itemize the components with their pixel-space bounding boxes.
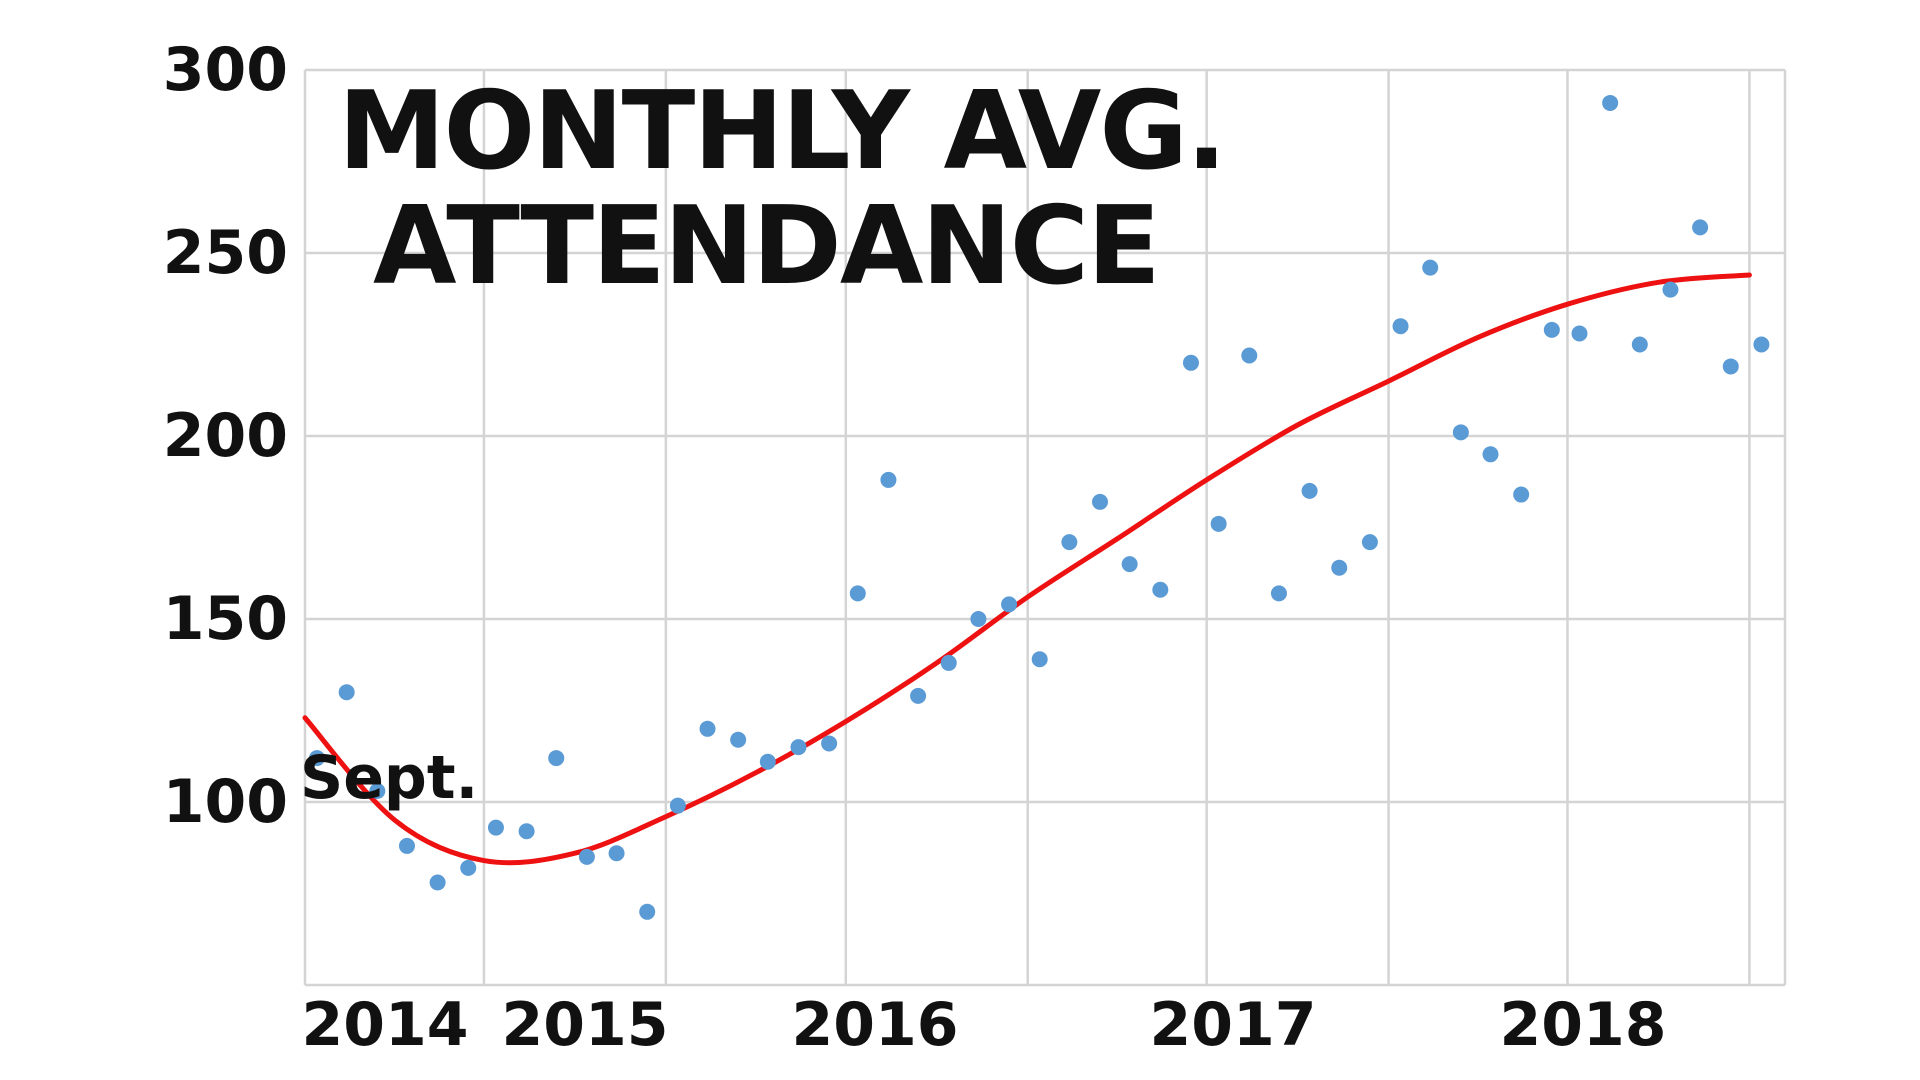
data-point — [1571, 325, 1588, 342]
data-point — [487, 819, 504, 836]
chart-title-line-1: MONTHLY AVG. — [338, 69, 1225, 194]
data-point — [1092, 493, 1109, 510]
data-point — [1121, 556, 1138, 573]
data-point — [669, 797, 686, 814]
data-point — [1152, 581, 1169, 598]
data-point — [429, 874, 446, 891]
data-point — [759, 753, 776, 770]
x-tick-label: 2017 — [1150, 990, 1317, 1060]
data-point — [338, 684, 355, 701]
data-point — [1422, 259, 1439, 276]
data-point — [398, 837, 415, 854]
data-point — [849, 585, 866, 602]
data-point — [1210, 515, 1227, 532]
data-point — [1482, 446, 1499, 463]
chart-title-line-2: ATTENDANCE — [373, 184, 1159, 309]
data-point — [548, 750, 565, 767]
data-point — [369, 783, 386, 800]
data-point — [1241, 347, 1258, 364]
data-point — [309, 750, 325, 767]
data-point — [970, 611, 987, 627]
data-point — [608, 845, 625, 862]
data-point — [1031, 651, 1048, 668]
trend-line — [302, 272, 1752, 866]
y-tick-label: 200 — [163, 401, 288, 471]
data-point — [1061, 534, 1078, 551]
data-point — [1631, 336, 1648, 353]
data-point — [1331, 559, 1348, 576]
data-point — [880, 471, 897, 488]
data-point — [699, 720, 716, 737]
data-point — [1513, 486, 1530, 503]
data-point — [1392, 318, 1409, 335]
data-point — [940, 654, 957, 671]
data-point — [1722, 358, 1739, 375]
data-points-layer — [309, 94, 1770, 920]
data-point — [1301, 482, 1318, 499]
data-point — [910, 687, 927, 704]
y-tick-label: 300 — [163, 35, 288, 105]
data-point — [518, 823, 535, 840]
y-axis-ticks: 300 250 200 150 100 — [163, 35, 288, 837]
trend-line-layer — [302, 272, 1752, 866]
grid — [303, 68, 1787, 987]
data-point — [1543, 321, 1560, 338]
data-point — [1270, 585, 1287, 602]
y-tick-label: 100 — [163, 767, 288, 837]
y-tick-label: 150 — [163, 584, 288, 654]
data-point — [460, 859, 477, 876]
data-point — [790, 739, 807, 756]
data-point — [1602, 94, 1619, 111]
sept-annotation: Sept. — [300, 743, 478, 813]
data-point — [821, 735, 838, 752]
data-point — [1753, 336, 1770, 353]
x-tick-label: 2016 — [792, 990, 959, 1060]
x-tick-label: 2015 — [502, 990, 669, 1060]
x-tick-label: 2014 — [302, 990, 469, 1060]
data-point — [1452, 424, 1469, 441]
x-axis-ticks: 2014 2015 2016 2017 2018 — [302, 990, 1667, 1060]
data-point — [730, 731, 747, 748]
data-point — [1361, 534, 1378, 551]
x-tick-label: 2018 — [1500, 990, 1667, 1060]
y-tick-label: 250 — [163, 218, 288, 288]
data-point — [1001, 596, 1018, 613]
data-point — [1182, 354, 1199, 371]
data-point — [578, 848, 595, 865]
data-point — [1692, 219, 1709, 236]
data-point — [639, 903, 656, 920]
data-point — [1662, 281, 1679, 298]
